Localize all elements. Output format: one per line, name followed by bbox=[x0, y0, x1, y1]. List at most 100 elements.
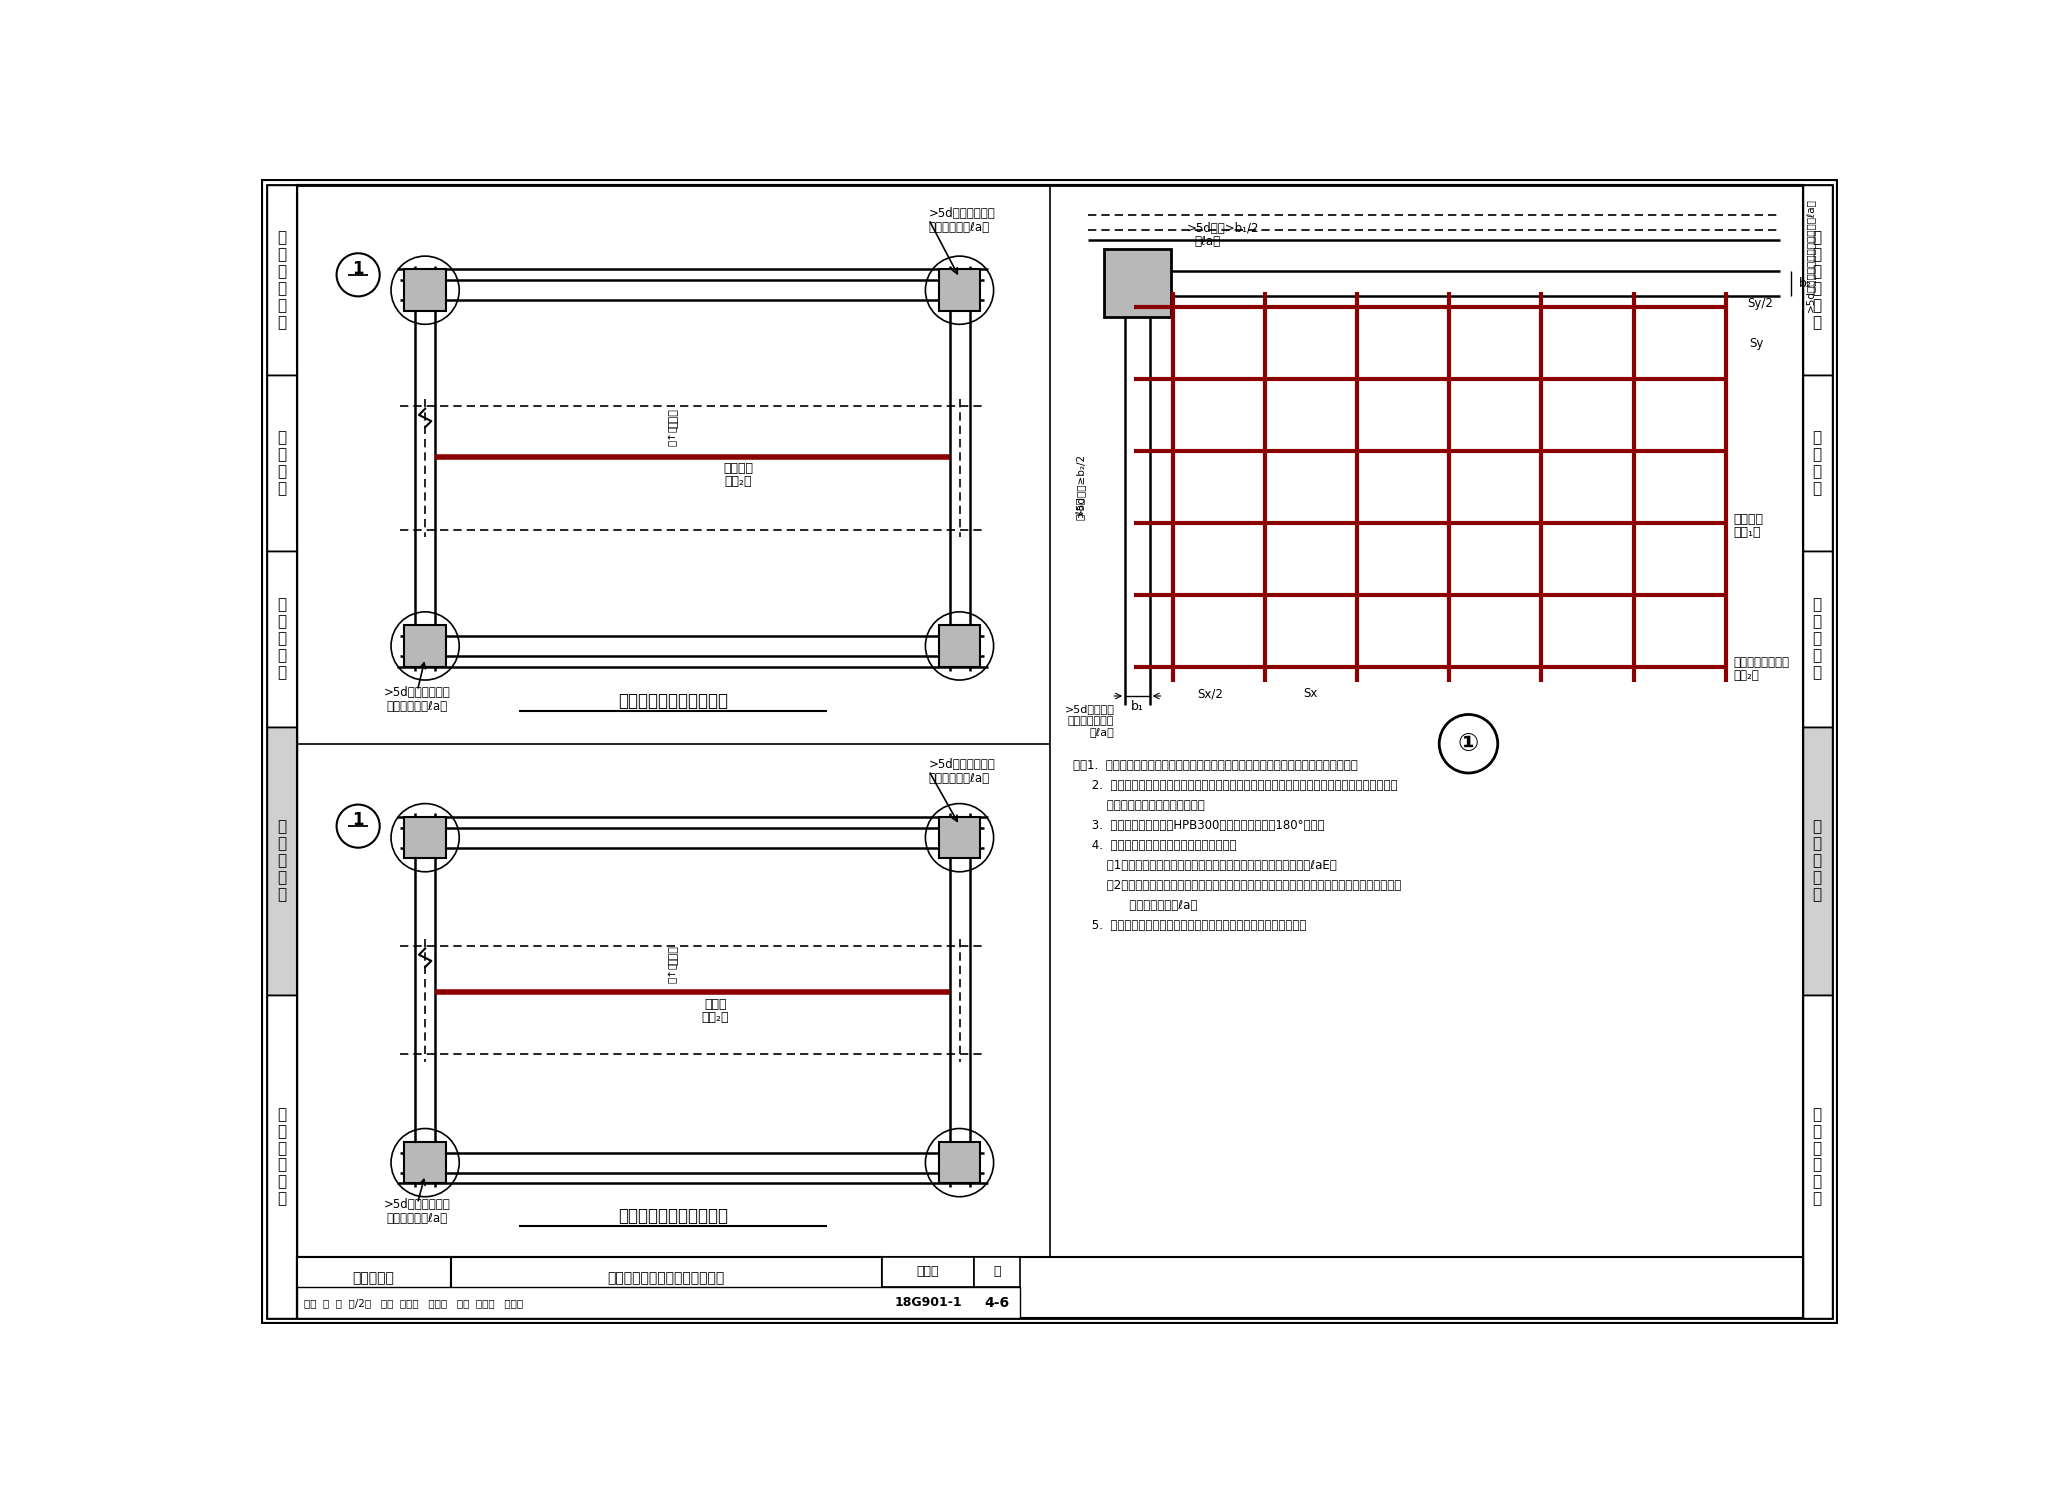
Bar bbox=[938, 625, 981, 667]
Text: Sx/2: Sx/2 bbox=[1198, 687, 1223, 701]
Text: 18G901-1: 18G901-1 bbox=[895, 1296, 963, 1309]
Text: 盖: 盖 bbox=[1812, 1158, 1823, 1173]
Text: 架: 架 bbox=[276, 446, 287, 461]
Text: 一: 一 bbox=[1812, 231, 1823, 246]
Text: 力: 力 bbox=[1812, 615, 1823, 629]
Bar bbox=[268, 551, 297, 726]
Text: 1: 1 bbox=[352, 259, 365, 278]
Text: 普: 普 bbox=[276, 820, 287, 835]
Text: （下₂）: （下₂） bbox=[702, 1010, 729, 1024]
Circle shape bbox=[336, 253, 379, 296]
Text: >5d，且≥b₂/2: >5d，且≥b₂/2 bbox=[1075, 452, 1085, 518]
Text: Sx: Sx bbox=[1303, 687, 1317, 701]
Text: 分: 分 bbox=[1812, 887, 1823, 902]
Bar bbox=[403, 1141, 446, 1183]
Text: 部: 部 bbox=[1812, 870, 1823, 885]
Text: >5d，且>b₁/2: >5d，且>b₁/2 bbox=[1186, 222, 1260, 235]
Bar bbox=[268, 185, 297, 375]
Text: 无: 无 bbox=[1812, 1107, 1823, 1122]
Text: 分: 分 bbox=[276, 481, 287, 496]
Text: 部: 部 bbox=[276, 870, 287, 885]
Text: 要: 要 bbox=[276, 298, 287, 312]
Text: 5.  当下部贯通筋兼作抗温度钢筋时，其在支座的锚固由设计指定。: 5. 当下部贯通筋兼作抗温度钢筋时，其在支座的锚固由设计指定。 bbox=[1073, 920, 1307, 933]
Text: 受力钢筋: 受力钢筋 bbox=[1733, 512, 1763, 525]
Text: >5d，且至少伸至: >5d，且至少伸至 bbox=[385, 1198, 451, 1211]
Text: 梁: 梁 bbox=[276, 1123, 287, 1138]
Text: 梁: 梁 bbox=[1812, 1123, 1823, 1138]
Text: 要: 要 bbox=[1812, 298, 1823, 312]
Bar bbox=[883, 1256, 975, 1287]
Text: 1: 1 bbox=[352, 811, 365, 829]
Text: （下₂）: （下₂） bbox=[725, 475, 752, 488]
Circle shape bbox=[1440, 714, 1497, 772]
Text: （↑）: （↑） bbox=[668, 961, 678, 984]
Bar bbox=[1802, 185, 1831, 375]
Text: 支座中心线（ℓa）: 支座中心线（ℓa） bbox=[928, 772, 989, 784]
Text: 分: 分 bbox=[1812, 1192, 1823, 1207]
Bar bbox=[1802, 375, 1831, 551]
Text: 图集号: 图集号 bbox=[918, 1265, 940, 1278]
Text: b₁: b₁ bbox=[1130, 701, 1145, 713]
Text: （↑）: （↑） bbox=[668, 424, 678, 445]
Text: 分: 分 bbox=[276, 887, 287, 902]
Text: 通: 通 bbox=[276, 836, 287, 851]
Text: 注：1.  图中板支座均按梁绘制，当板支座为混凝土剪力墙时，板下部钢筋排布构造相同。: 注：1. 图中板支座均按梁绘制，当板支座为混凝土剪力墙时，板下部钢筋排布构造相同… bbox=[1073, 759, 1358, 772]
Text: 墙: 墙 bbox=[276, 631, 287, 646]
Text: 部: 部 bbox=[276, 464, 287, 479]
Text: 部: 部 bbox=[1812, 1174, 1823, 1189]
Bar bbox=[297, 1256, 451, 1318]
Text: （ℓa）: （ℓa） bbox=[1075, 497, 1085, 519]
Text: Sy/2: Sy/2 bbox=[1747, 296, 1774, 310]
Text: （2）当连续板内温度、收缩应力较大时，板下部钢筋伸入支座锚固长度应按设计要求；当设计: （2）当连续板内温度、收缩应力较大时，板下部钢筋伸入支座锚固长度应按设计要求；当… bbox=[1073, 879, 1401, 893]
Bar bbox=[297, 1256, 1802, 1318]
Text: 部: 部 bbox=[1812, 464, 1823, 479]
Text: 框: 框 bbox=[1812, 430, 1823, 445]
Text: 剪: 剪 bbox=[276, 597, 287, 612]
Text: 3.  当下部受力钢筋采用HPB300级时，其末端应做180°弯钩。: 3. 当下部受力钢筋采用HPB300级时，其末端应做180°弯钩。 bbox=[1073, 820, 1325, 832]
Text: 审核  刘  簏  刘/2以   校对  高志强   宫主注   设计  张月明   浙明明: 审核 刘 簏 刘/2以 校对 高志强 宫主注 设计 张月明 浙明明 bbox=[305, 1298, 524, 1308]
Circle shape bbox=[336, 805, 379, 848]
Text: 无: 无 bbox=[276, 1107, 287, 1122]
Text: 般: 般 bbox=[1812, 247, 1823, 262]
Text: 造: 造 bbox=[276, 281, 287, 296]
Text: 墙: 墙 bbox=[1812, 631, 1823, 646]
Text: 2.  双向板下部双向交叉钢筋上、下位置关系应按具体设计说明排布；当设计未说明时，短跨方向: 2. 双向板下部双向交叉钢筋上、下位置关系应按具体设计说明排布；当设计未说明时，… bbox=[1073, 780, 1397, 792]
Text: 4-6: 4-6 bbox=[985, 1296, 1010, 1309]
Text: 梁截面: 梁截面 bbox=[668, 408, 678, 429]
Text: 架: 架 bbox=[1812, 446, 1823, 461]
Bar bbox=[938, 269, 981, 311]
Text: >5d，且至少伸至: >5d，且至少伸至 bbox=[928, 757, 995, 771]
Bar bbox=[403, 625, 446, 667]
Bar bbox=[451, 1256, 883, 1318]
Bar bbox=[938, 1141, 981, 1183]
Text: 支座中心线（ℓa）: 支座中心线（ℓa） bbox=[387, 1213, 449, 1225]
Bar bbox=[297, 1287, 1020, 1318]
Text: 构: 构 bbox=[1812, 263, 1823, 278]
Text: 剪: 剪 bbox=[1812, 597, 1823, 612]
Text: 受力钢筋或分布筋: 受力钢筋或分布筋 bbox=[1733, 656, 1790, 670]
Bar bbox=[1104, 250, 1171, 317]
Bar bbox=[403, 817, 446, 859]
Text: （下₂）: （下₂） bbox=[1733, 670, 1759, 683]
Text: （ℓa）: （ℓa） bbox=[1090, 728, 1114, 737]
Text: 支座中心线（ℓa）: 支座中心线（ℓa） bbox=[928, 220, 989, 234]
Text: 伸至支座中心线: 伸至支座中心线 bbox=[1067, 716, 1114, 726]
Bar bbox=[1802, 726, 1831, 995]
Text: 分: 分 bbox=[1812, 665, 1823, 680]
Text: （下₁）: （下₁） bbox=[1733, 525, 1761, 539]
Text: 框: 框 bbox=[276, 430, 287, 445]
Text: 单向板下部钢筋排布构造: 单向板下部钢筋排布构造 bbox=[618, 1207, 729, 1225]
Text: Sy: Sy bbox=[1749, 336, 1763, 350]
Text: 构: 构 bbox=[276, 263, 287, 278]
Text: 板: 板 bbox=[1812, 853, 1823, 869]
Text: 分: 分 bbox=[276, 665, 287, 680]
Bar bbox=[938, 817, 981, 859]
Text: b₂: b₂ bbox=[1798, 277, 1812, 290]
Bar bbox=[403, 269, 446, 311]
Text: 楼板、屋面板下部钢筋排布构造: 楼板、屋面板下部钢筋排布构造 bbox=[608, 1271, 725, 1286]
Bar bbox=[883, 1287, 975, 1318]
Text: 求: 求 bbox=[1812, 315, 1823, 330]
Text: 分: 分 bbox=[1812, 481, 1823, 496]
Text: 楼: 楼 bbox=[1812, 1141, 1823, 1156]
Bar bbox=[268, 995, 297, 1318]
